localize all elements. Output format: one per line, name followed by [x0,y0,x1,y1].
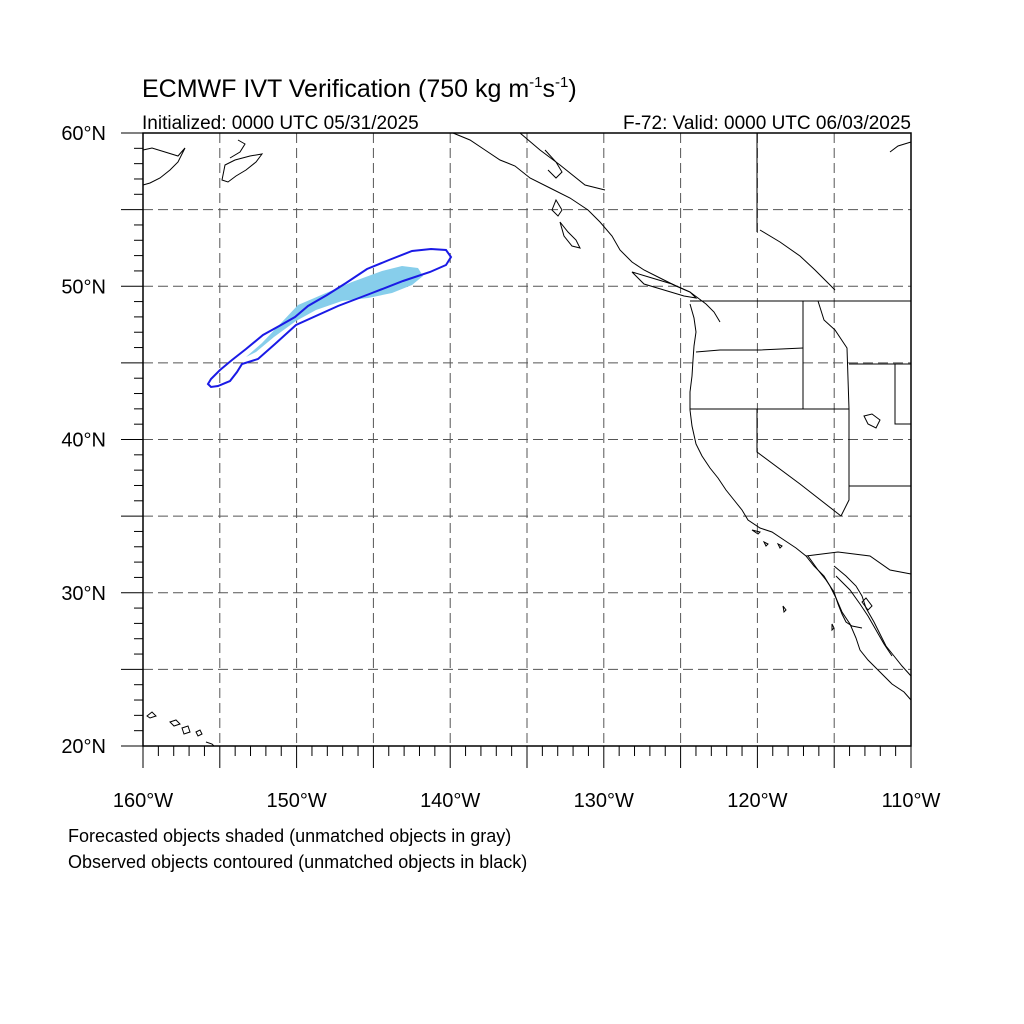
valid-time: F-72: Valid: 0000 UTC 06/03/2025 [623,113,911,134]
latitude-labels: 60°N 50°N 40°N 30°N 20°N [61,123,106,758]
forecast-legend-note: Forecasted objects shaded (unmatched obj… [68,826,512,846]
lon-label-160w: 160°W [113,790,173,812]
coastlines-and-borders [142,132,912,747]
longitude-labels: 160°W 150°W 140°W 130°W 120°W 110°W [113,790,941,812]
map-title: ECMWF IVT Verification (750 kg m-1s-1) [142,74,577,103]
initialized-time: Initialized: 0000 UTC 05/31/2025 [142,113,419,134]
lon-label-150w: 150°W [266,790,326,812]
lat-label-40n: 40°N [61,430,106,452]
lat-label-50n: 50°N [61,276,106,298]
axis-ticks [121,132,912,768]
observed-legend-note: Observed objects contoured (unmatched ob… [68,852,528,872]
forecast-ivt-object [246,266,423,357]
lat-label-30n: 30°N [61,583,106,605]
lat-label-60n: 60°N [61,123,106,145]
lat-label-20n: 20°N [61,736,106,758]
observed-ivt-contour [206,247,453,389]
graticule [143,133,911,746]
lon-label-140w: 140°W [420,790,480,812]
lon-label-110w: 110°W [882,790,941,812]
map-panel [121,132,912,768]
lon-label-120w: 120°W [727,790,787,812]
lon-label-130w: 130°W [574,790,634,812]
